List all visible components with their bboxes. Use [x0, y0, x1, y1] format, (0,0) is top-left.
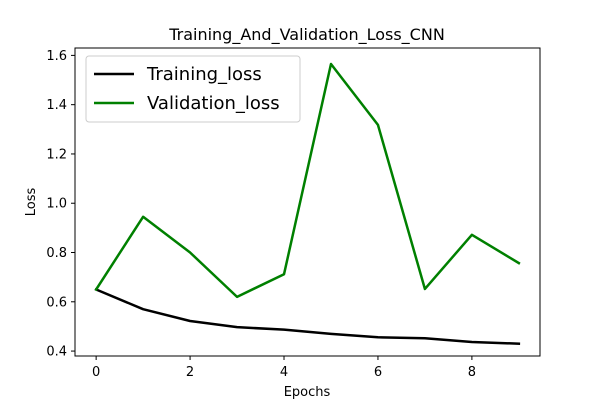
x-tick-label: 8 — [468, 365, 476, 380]
legend-label-training: Training_loss — [146, 64, 262, 85]
x-tick-label: 0 — [92, 365, 100, 380]
legend-box — [85, 55, 301, 123]
y-tick-label: 1.6 — [46, 49, 67, 64]
y-tick-label: 0.6 — [46, 295, 67, 310]
series-lines — [94, 62, 521, 345]
y-axis: 0.4 0.6 0.8 1.0 1.2 1.4 1.6 — [46, 49, 75, 360]
x-tick-label: 6 — [374, 365, 382, 380]
x-tick-label: 2 — [186, 365, 194, 380]
chart-title: Training_And_Validation_Loss_CNN — [168, 25, 445, 45]
y-tick-label: 1.0 — [46, 197, 67, 212]
x-axis: 0 2 4 6 8 — [92, 356, 476, 380]
y-tick-label: 0.8 — [46, 246, 67, 261]
legend: Training_loss Validation_loss — [85, 55, 301, 123]
legend-label-validation: Validation_loss — [147, 93, 280, 114]
y-tick-label: 1.4 — [46, 98, 67, 113]
y-tick-label: 0.4 — [46, 345, 67, 360]
y-tick-label: 1.2 — [46, 147, 67, 162]
x-tick-label: 4 — [280, 365, 288, 380]
x-axis-label: Epochs — [284, 385, 331, 400]
validation-loss-line — [94, 62, 521, 299]
training-loss-line — [94, 287, 521, 345]
plot-frame — [74, 47, 541, 357]
y-axis-label: Loss — [24, 188, 39, 217]
